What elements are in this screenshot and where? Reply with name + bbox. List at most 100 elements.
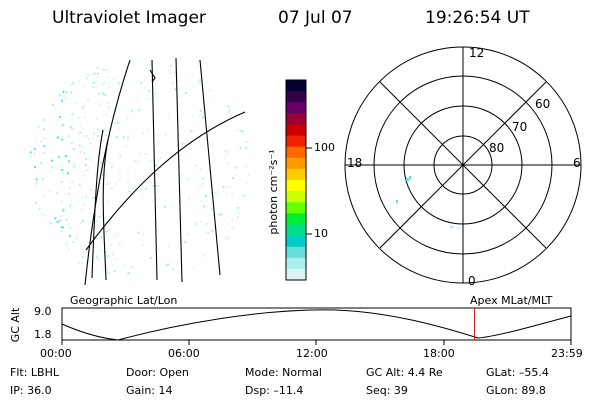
- speckle-pixel: [85, 135, 88, 137]
- speckle-pixel: [159, 156, 162, 159]
- speckle-pixel: [146, 128, 149, 131]
- speckle-pixel: [119, 153, 122, 156]
- speckle-pixel: [102, 266, 105, 269]
- speckle-pixel: [118, 82, 121, 85]
- speckle-pixel: [228, 111, 231, 114]
- speckle-pixel: [43, 151, 46, 154]
- speckle-pixel: [81, 256, 84, 258]
- speckle-pixel: [164, 133, 167, 136]
- speckle-pixel: [89, 189, 92, 192]
- speckle-pixel: [82, 251, 85, 254]
- speckle-pixel: [129, 103, 132, 106]
- speckle-pixel: [107, 182, 109, 185]
- speckle-pixel: [67, 193, 70, 195]
- speckle-pixel: [201, 183, 204, 186]
- speckle-pixel: [130, 265, 133, 268]
- speckle-pixel: [194, 224, 197, 227]
- colorbar-segment: [286, 80, 306, 92]
- speckle-pixel: [78, 80, 81, 83]
- speckle-pixel: [127, 171, 130, 174]
- speckle-pixel: [51, 166, 54, 169]
- speckle-pixel: [154, 164, 157, 167]
- speckle-pixel: [65, 218, 68, 221]
- speckle-pixel: [115, 136, 118, 139]
- speckle-pixel: [100, 249, 103, 252]
- speckle-pixel: [236, 207, 239, 209]
- speckle-pixel: [85, 77, 88, 80]
- speckle-pixel: [150, 256, 153, 259]
- speckle-pixel: [184, 240, 187, 243]
- speckle-pixel: [90, 159, 93, 162]
- speckle-pixel: [88, 212, 91, 215]
- speckle-pixel: [89, 261, 91, 264]
- speckle-pixel: [61, 138, 64, 141]
- speckle-pixel: [101, 83, 104, 86]
- speckle-pixel: [107, 76, 109, 79]
- speckle-pixel: [60, 226, 63, 229]
- timeline-right-label: Apex MLat/MLT: [470, 294, 553, 307]
- time-label: 19:26:54 UT: [425, 8, 530, 28]
- speckle-pixel: [225, 194, 228, 197]
- speckle-pixel: [187, 199, 190, 201]
- speckle-pixel: [224, 154, 227, 157]
- speckle-pixel: [71, 113, 74, 116]
- speckle-pixel: [163, 205, 166, 208]
- speckle-pixel: [145, 67, 147, 70]
- speckle-pixel: [181, 142, 184, 145]
- speckle-pixel: [59, 215, 62, 218]
- speckle-pixel: [185, 92, 188, 94]
- speckle-pixel: [102, 139, 105, 142]
- speckle-pixel: [93, 85, 96, 88]
- speckle-pixel: [34, 201, 37, 204]
- speckle-pixel: [181, 191, 184, 194]
- speckle-pixel: [52, 104, 55, 106]
- speckle-pixel: [35, 182, 38, 185]
- speckle-pixel: [198, 186, 201, 189]
- speckle-pixel: [87, 99, 90, 102]
- speckle-pixel: [72, 162, 75, 165]
- x-tick-0600: 06:00: [168, 347, 200, 360]
- speckle-pixel: [107, 200, 109, 203]
- speckle-pixel: [143, 87, 146, 90]
- speckle-pixel: [79, 125, 82, 128]
- speckle-pixel: [115, 258, 118, 261]
- speckle-pixel: [108, 106, 111, 109]
- speckle-pixel: [216, 191, 219, 194]
- speckle-pixel: [93, 132, 95, 135]
- speckle-pixel: [242, 130, 244, 133]
- speckle-pixel: [108, 143, 111, 146]
- speckle-pixel: [62, 172, 65, 175]
- speckle-pixel: [247, 174, 250, 176]
- speckle-pixel: [82, 128, 85, 131]
- speckle-pixel: [33, 147, 36, 150]
- speckle-pixel: [110, 165, 113, 168]
- speckle-pixel: [97, 72, 99, 75]
- speckle-pixel: [83, 104, 86, 107]
- speckle-pixel: [68, 234, 71, 237]
- speckle-pixel: [64, 242, 67, 245]
- lat-label-80: 80: [489, 141, 505, 155]
- speckle-pixel: [82, 146, 85, 149]
- speckle-pixel: [111, 115, 114, 118]
- x-tick-1800: 18:00: [423, 347, 455, 360]
- speckle-pixel: [140, 82, 143, 85]
- colorbar-segment: [286, 202, 306, 214]
- speckle-pixel: [207, 170, 210, 173]
- speckle-pixel: [108, 272, 111, 275]
- speckle-pixel: [200, 221, 203, 223]
- speckle-pixel: [97, 258, 100, 261]
- speckle-pixel: [100, 236, 103, 239]
- speckle-pixel: [239, 129, 242, 132]
- mlt-label-6: 6: [573, 156, 581, 170]
- speckle-pixel: [84, 116, 87, 119]
- speckle-pixel: [115, 183, 117, 186]
- speckle-pixel: [153, 180, 156, 183]
- seq-readout: Seq: 39: [366, 384, 408, 397]
- lat-label-70: 70: [512, 120, 528, 134]
- speckle-pixel: [71, 142, 73, 144]
- speckle-pixel: [70, 83, 73, 86]
- speckle-pixel: [33, 152, 36, 155]
- speckle-pixel: [110, 187, 113, 190]
- earth-disk: [29, 62, 250, 275]
